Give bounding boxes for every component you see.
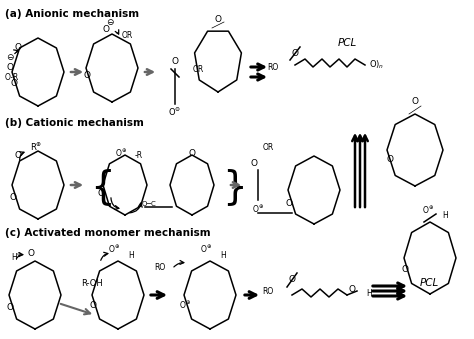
Text: O: O [348, 284, 356, 294]
Text: O$\!\!-\!\!$C: O$\!\!-\!\!$C [141, 199, 157, 207]
Text: O$^{\oplus}$: O$^{\oplus}$ [252, 203, 264, 215]
Text: O: O [15, 151, 21, 160]
Text: }: } [222, 168, 247, 206]
Text: (b) Cationic mechanism: (b) Cationic mechanism [5, 118, 144, 128]
Text: PCL: PCL [420, 278, 439, 288]
Text: RO: RO [263, 286, 274, 296]
Text: H: H [128, 251, 134, 259]
Text: RO: RO [268, 62, 279, 72]
Text: H: H [220, 251, 226, 259]
Text: O: O [90, 300, 97, 310]
Text: O: O [401, 265, 409, 275]
Text: -R: -R [135, 151, 143, 160]
Text: $\ominus$: $\ominus$ [106, 17, 114, 27]
Text: PCL: PCL [337, 38, 356, 48]
Text: O: O [285, 199, 292, 207]
Text: O: O [98, 188, 104, 198]
Text: (c) Activated monomer mechanism: (c) Activated monomer mechanism [5, 228, 210, 238]
Text: O: O [292, 48, 299, 58]
Text: O$^{\oplus}$: O$^{\oplus}$ [108, 243, 120, 255]
Text: (a) Anionic mechanism: (a) Anionic mechanism [5, 9, 139, 19]
Text: O: O [172, 58, 179, 66]
Text: OR: OR [263, 142, 273, 152]
Text: H: H [366, 288, 372, 298]
Text: O$\mathsf{)}_{n}$: O$\mathsf{)}_{n}$ [369, 59, 384, 71]
Text: O: O [83, 72, 91, 80]
Text: O$^{\oplus}$: O$^{\oplus}$ [422, 204, 434, 216]
Text: O: O [250, 159, 257, 167]
Text: O: O [9, 193, 17, 201]
Text: O: O [10, 80, 18, 88]
Text: OR: OR [122, 32, 133, 40]
Text: OR: OR [193, 65, 204, 75]
Text: O$^{\ominus}$: O$^{\ominus}$ [168, 106, 182, 118]
Text: O: O [289, 275, 295, 283]
Text: O$^{\oplus}$: O$^{\oplus}$ [179, 299, 191, 311]
Text: {: { [90, 168, 115, 206]
Text: O: O [215, 16, 221, 24]
Text: O-R: O-R [5, 73, 19, 81]
Text: O: O [102, 25, 109, 35]
Text: O: O [15, 43, 21, 53]
Text: H$^{\oplus}$: H$^{\oplus}$ [11, 252, 23, 263]
Text: R$^{\oplus}$: R$^{\oplus}$ [30, 141, 42, 153]
Text: O: O [411, 98, 419, 106]
Text: O$^{\oplus}$: O$^{\oplus}$ [115, 147, 127, 159]
Text: R-OH: R-OH [81, 279, 103, 287]
Text: O$^{\oplus}$: O$^{\oplus}$ [200, 243, 212, 255]
Text: H: H [442, 212, 448, 220]
Text: RO: RO [155, 262, 166, 272]
Text: O: O [27, 248, 35, 258]
Text: O: O [7, 302, 13, 312]
Text: $\ominus$: $\ominus$ [6, 52, 14, 62]
Text: O: O [7, 62, 13, 72]
Text: O: O [189, 148, 195, 158]
Text: O: O [386, 156, 393, 164]
